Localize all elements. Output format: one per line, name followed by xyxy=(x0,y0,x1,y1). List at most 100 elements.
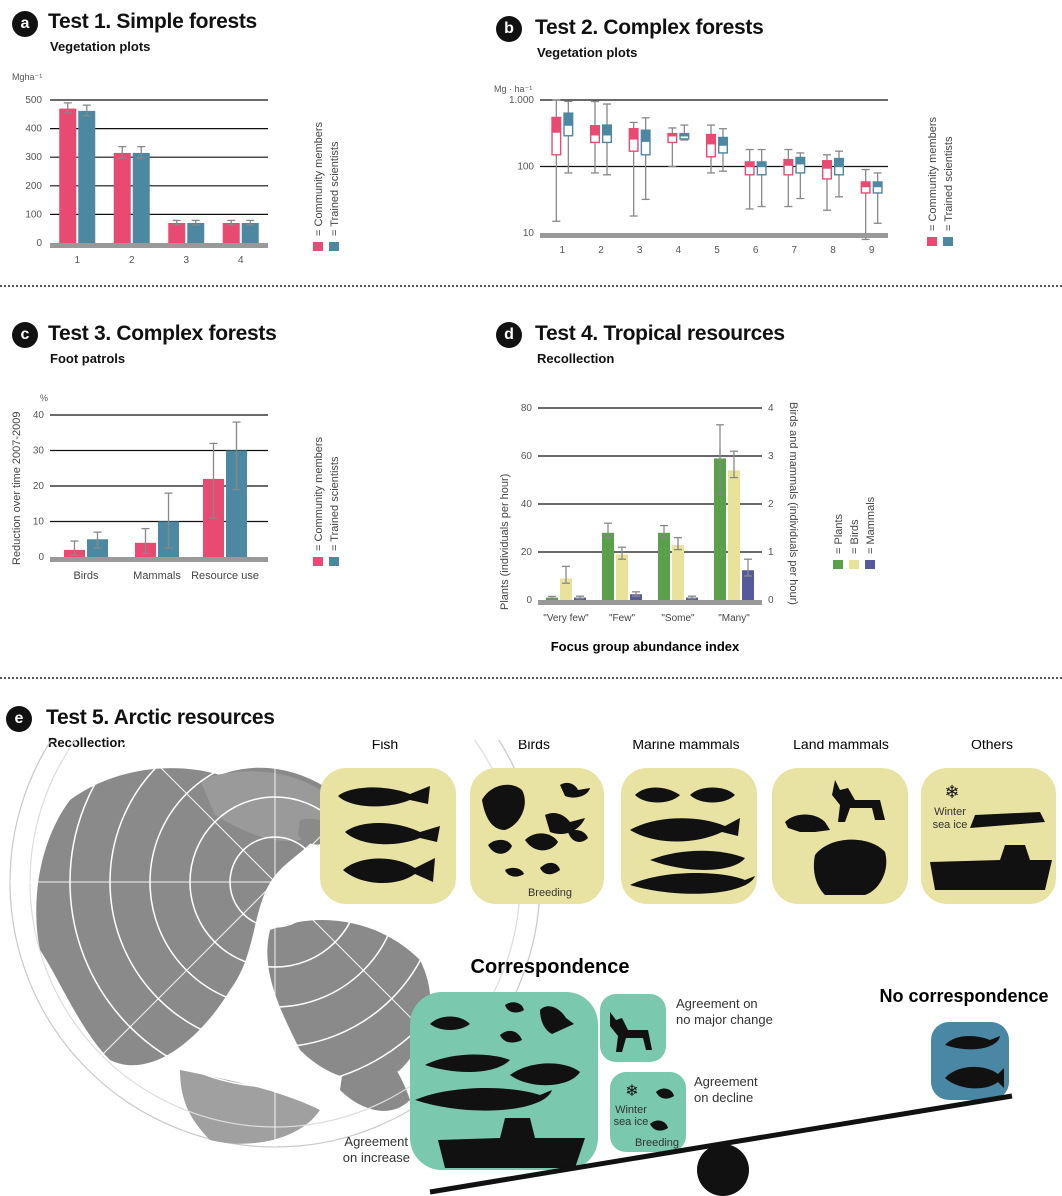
balance-fulcrum xyxy=(697,1144,749,1196)
chart-a-bar xyxy=(132,152,150,243)
agree-nochange-label-2: no major change xyxy=(676,1012,773,1027)
no-correspondence-title: No correspondence xyxy=(879,986,1048,1006)
chart-d-xtick: "Few" xyxy=(609,613,635,624)
chart-b-box-upper xyxy=(706,133,716,144)
panel-d-title: Test 4. Tropical resources xyxy=(535,322,785,345)
chart-c: % Reduction over time 2007-2009 0 10 20 30 40 B… xyxy=(11,393,341,582)
arctic-cat-fish: Fish xyxy=(372,740,398,752)
chart-b-box-upper xyxy=(744,161,755,167)
chart-d-ytick: 80 xyxy=(521,403,533,414)
chart-b-box-lower xyxy=(744,165,755,176)
decline-breeding-label: Breeding xyxy=(635,1137,679,1149)
others-icon: ❄ Winter sea ice xyxy=(930,782,1052,890)
chart-d-baseline xyxy=(538,600,762,605)
chart-b-box-upper xyxy=(718,136,728,146)
nocorr-bird-icon xyxy=(945,1035,1000,1050)
chart-a-ytick: 300 xyxy=(25,152,42,163)
legend-label-1: = Trained scientists xyxy=(329,456,341,551)
panel-c-letter: c xyxy=(12,322,38,348)
chart-d-y2tick: 1 xyxy=(768,547,774,558)
chart-b-box-lower xyxy=(822,167,833,180)
panel-a-letter: a xyxy=(12,11,38,37)
chart-b-xtick: 9 xyxy=(869,245,875,256)
chart-b-unit: Mg · ha⁻¹ xyxy=(494,84,532,94)
panel-c-subtitle: Foot patrols xyxy=(50,351,126,366)
chart-c-ytick: 20 xyxy=(33,481,45,492)
chart-d-bar xyxy=(672,544,684,600)
chart-b-box-upper xyxy=(640,129,651,142)
snowflake-icon: ❄ xyxy=(625,1083,638,1100)
panel-a-title: Test 1. Simple forests xyxy=(48,10,257,33)
chart-d-ytick: 40 xyxy=(521,499,533,510)
panel-b-title: Test 2. Complex forests xyxy=(535,16,764,39)
chart-b-xtick: 8 xyxy=(830,245,836,256)
chart-d-ytick: 0 xyxy=(526,595,532,606)
chart-b-xtick: 4 xyxy=(676,245,682,256)
chart-b-baseline xyxy=(540,233,888,238)
arctic-cat-others: Others xyxy=(971,740,1013,752)
chart-b-box-upper xyxy=(590,125,600,135)
agree-decline-label-1: Agreement xyxy=(694,1074,758,1089)
chart-b-box-lower xyxy=(834,165,845,176)
panel-d-letter: d xyxy=(496,322,522,348)
chart-b-box-upper xyxy=(679,132,690,136)
decline-bird-icon xyxy=(656,1088,674,1099)
chart-d-xtick: "Many" xyxy=(718,613,750,624)
legend-label-1: = Trained scientists xyxy=(329,141,341,236)
chart-c-xtick: Mammals xyxy=(133,570,181,582)
chart-b-box-upper xyxy=(822,160,832,168)
chart-b-box-upper xyxy=(628,127,639,139)
chart-a: Mgha⁻¹ 0 100 200 300 400 500 1 2 3 4 = Community me… xyxy=(12,72,341,266)
arctic-cat-marine: Marine mammals xyxy=(632,740,739,752)
chart-c-ytick: 30 xyxy=(33,446,45,457)
chart-d-xlabel: Focus group abundance index xyxy=(551,639,740,654)
legend-label-1: = Birds xyxy=(849,519,861,554)
chart-a-xtick: 4 xyxy=(238,255,244,266)
land-mammal-icon xyxy=(785,780,887,895)
legend-label-1: = Trained scientists xyxy=(943,136,955,231)
chart-c-xtick: Resource use xyxy=(191,570,259,582)
svg-text:❄: ❄ xyxy=(944,782,959,802)
arctic-graphic: Fish Birds Marine mammals Land mammals O… xyxy=(9,740,1056,1196)
chart-a-ytick: 100 xyxy=(25,209,42,220)
chart-b-box-lower xyxy=(783,164,794,176)
fish-icon xyxy=(338,786,440,884)
chart-d-bar xyxy=(728,470,740,600)
chart-b-box-lower xyxy=(589,134,600,144)
chart-b-box-lower xyxy=(756,165,767,176)
chart-a-xtick: 3 xyxy=(183,255,189,266)
chart-b-box-lower xyxy=(640,140,651,156)
chart-a-ytick: 500 xyxy=(25,95,42,106)
chart-b-box-lower xyxy=(551,131,562,156)
chart-b-xtick: 5 xyxy=(714,245,720,256)
nocorr-fish-icon xyxy=(945,1066,1004,1089)
chart-c-ytick: 40 xyxy=(33,410,45,421)
chart-b-box-upper xyxy=(795,156,806,164)
chart-b-box-lower xyxy=(795,163,806,174)
agree-increase-box xyxy=(410,992,598,1170)
chart-d-bar xyxy=(630,594,642,600)
chart-a-bar xyxy=(187,222,205,243)
legend-swatch-1 xyxy=(329,242,339,251)
legend-label-0: = Community members xyxy=(927,116,939,231)
panel-e-letter: e xyxy=(6,706,32,732)
arctic-cat-birds: Birds xyxy=(518,740,550,752)
legend-swatch-2 xyxy=(865,560,875,569)
chart-a-ytick: 0 xyxy=(36,238,42,249)
chart-d-ytick: 60 xyxy=(521,451,533,462)
chart-b-xtick: 2 xyxy=(598,245,604,256)
chart-b-box-lower xyxy=(628,138,639,152)
chart-c-bar xyxy=(226,450,247,557)
panel-e-subtitle: Recollection xyxy=(48,735,126,750)
panel-b-subtitle: Vegetation plots xyxy=(537,45,638,60)
chart-d-xtick: "Very few" xyxy=(543,613,589,624)
chart-d-y2tick: 3 xyxy=(768,451,774,462)
chart-a-bar xyxy=(59,108,77,243)
chart-b-box-lower xyxy=(705,143,716,158)
others-winter-label: Winter xyxy=(934,806,966,818)
chart-b-box-lower xyxy=(717,144,728,154)
chart-b-box-upper xyxy=(551,116,562,133)
chart-b-ytick: 1.000 xyxy=(509,95,534,106)
panel-c-title: Test 3. Complex forests xyxy=(48,322,277,345)
chart-a-bar xyxy=(241,222,259,243)
